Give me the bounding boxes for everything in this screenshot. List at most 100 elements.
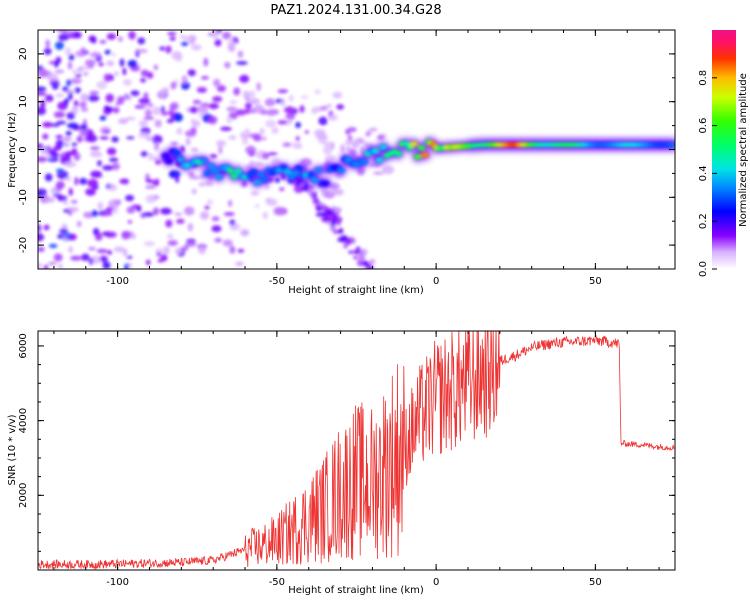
spectrogram-noise-blob [266,152,278,156]
spectrogram-noise-blob [376,134,385,141]
ridge-core-blob [283,168,292,175]
spectrogram-noise-blob [80,93,89,102]
spectrogram-noise-blob [213,79,221,88]
spectrogram-noise-blob [291,142,300,146]
spectrogram-noise-blob [159,46,165,51]
spectrogram-streak-blob [352,255,359,260]
snr-panel: -100 -50 0 50 2000 4000 6000 Height of straig… [7,330,676,596]
spectrogram-noise-blob [71,105,79,115]
spectrogram-streak-blob [369,259,376,264]
top-y-tick-label: -10 [18,189,29,205]
spectrogram-noise-blob [111,136,119,143]
spectrogram-noise-blob [43,264,49,269]
spectrogram-noise-blob [300,158,312,167]
spectrogram-noise-blob [176,218,185,224]
spectrogram-noise-blob [205,179,214,187]
spectrogram-noise-blob [332,91,343,99]
spectrogram-noise-blob [38,223,42,233]
spectrogram-noise-blob [154,159,162,165]
spectrogram-noise-blob [209,154,218,159]
ridge-core-blob [394,150,403,157]
spectrogram-noise-blob [138,121,148,127]
ridge-core-blob [165,158,174,165]
spectrogram-noise-blob [214,38,222,47]
spectrogram-noise-blob [103,73,111,83]
spectrogram-noise-blob [300,95,309,99]
ridge-core-blob [249,168,258,175]
spectrogram-noise-blob [181,41,189,46]
spectrogram-noise-blob [175,175,180,184]
spectrogram-noise-blob [329,182,340,190]
spectrogram-noise-blob [261,152,270,160]
spectrogram-noise-blob [98,62,105,67]
spectrogram-noise-blob [49,187,59,195]
spectrogram-noise-blob [273,206,285,216]
spectrogram-noise-blob [102,129,111,134]
bottom-x-tick-label: 50 [589,577,602,588]
spectrogram-noise-blob [265,198,278,207]
spectrogram-noise-blob [58,33,70,41]
spectrogram-noise-blob [108,199,120,209]
spectrogram-noise-blob [55,139,65,149]
spectrogram-noise-blob [119,178,130,185]
bottom-y-tick-label: 2000 [18,483,29,508]
spectrogram-noise-blob [68,246,73,254]
chart-title: PAZ1.2024.131.00.34.G28 [270,3,441,18]
colorbar-label: Normalized spectral amplitude [738,73,749,227]
spectrogram-noise-blob [145,194,157,204]
spectrogram-noise-blob [38,233,45,242]
ridge-core-blob [314,167,323,174]
spectrogram-noise-blob [154,119,162,128]
spectrogram-noise-blob [281,98,286,108]
ridge-core-blob [226,167,235,174]
top-x-tick-label: -50 [269,276,285,287]
spectrogram-noise-blob [180,81,190,90]
spectrogram-streak-blob [365,266,374,269]
spectrogram-noise-blob [63,200,69,206]
spectrogram-noise-blob [62,235,68,242]
spectrogram-noise-blob [45,94,54,102]
spectrogram-noise-blob [345,129,350,134]
spectrogram-noise-blob [65,130,72,137]
spectrogram-noise-blob [218,145,223,155]
ridge-core-blob [172,149,181,156]
spectrogram-noise-blob [87,178,99,188]
spectrogram-noise-blob [145,178,154,184]
spectrogram-noise-blob [277,120,288,125]
spectrogram-noise-blob [98,255,108,263]
spectrogram-noise-blob [136,49,148,53]
spectrogram-noise-blob [126,136,135,140]
spectrogram-noise-blob [224,61,231,69]
spectrogram-noise-blob [214,237,222,243]
spectrogram-noise-blob [80,123,88,131]
spectrogram-noise-blob [229,100,237,104]
spectrogram-noise-blob [196,105,209,113]
spectrogram-noise-blob [187,223,194,232]
spectrogram-noise-blob [244,128,251,134]
spectrogram-noise-blob [200,211,210,220]
spectrogram-noise-blob [52,83,59,90]
snr-series [38,331,675,570]
spectrogram-noise-blob [163,245,170,255]
spectrogram-noise-blob [70,200,78,204]
colorbar-tick-label: 0.8 [698,70,709,86]
spectrogram-noise-blob [80,47,86,56]
spectrogram-noise-blob [206,199,213,205]
spectrogram-noise-blob [184,206,195,216]
spectrogram-noise-blob [76,220,82,228]
spectrogram-noise-blob [87,94,100,102]
spectrogram-noise-blob [352,139,360,148]
ridge-core-blob [256,171,265,178]
spectrogram-noise-blob [38,246,45,252]
ridge-core-blob [211,167,220,174]
ridge-core-blob [295,165,304,172]
spectrogram-noise-blob [68,92,73,101]
spectrogram-noise-blob [152,207,160,216]
spectrogram-noise-blob [130,90,140,97]
spectrogram-noise-blob [67,61,73,70]
spectrogram-noise-blob [279,187,285,191]
spectrogram-noise-blob [112,162,120,171]
spectrogram-noise-blob [79,177,88,185]
spectrogram-noise-blob [237,50,244,59]
spectrogram-noise-blob [72,68,78,75]
